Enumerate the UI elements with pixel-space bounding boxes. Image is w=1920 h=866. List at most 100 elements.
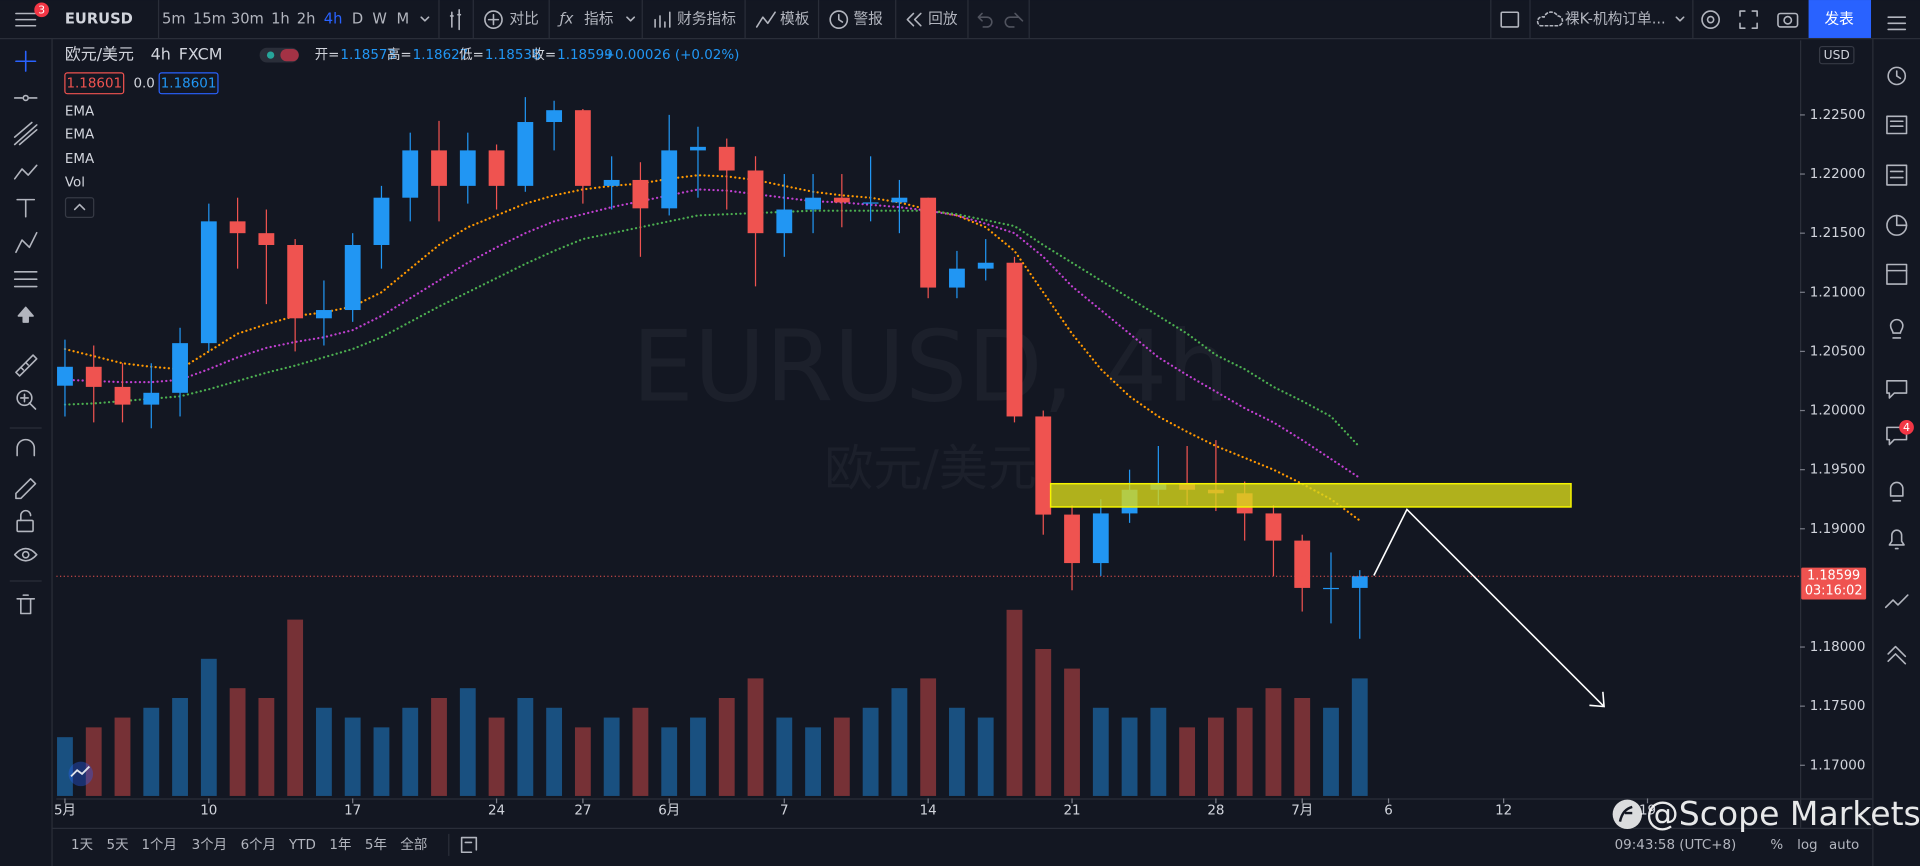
interval-button[interactable]: M	[397, 11, 410, 28]
zoom-tool[interactable]	[16, 389, 33, 407]
y-tick-label: 1.22000	[1810, 167, 1866, 182]
dropdown-icon[interactable]	[1675, 16, 1685, 22]
data-icon	[1889, 170, 1904, 179]
x-tick-label: 10	[200, 804, 217, 819]
settings-button[interactable]	[1701, 10, 1720, 29]
news-button[interactable]	[1886, 115, 1908, 135]
volume-bar	[1150, 707, 1167, 796]
visibility-tool[interactable]	[13, 547, 38, 562]
volume-bar	[1179, 727, 1196, 796]
path-drawing[interactable]	[1373, 508, 1605, 708]
interval-button[interactable]: D	[352, 11, 363, 28]
interval-button[interactable]: 15m	[193, 11, 226, 28]
interval-button[interactable]: W	[372, 11, 387, 28]
publish-label[interactable]: 发表	[1824, 11, 1854, 28]
interval-button[interactable]: 30m	[231, 11, 264, 28]
clock: 09:43:58 (UTC+8)	[1615, 838, 1737, 853]
gann-tool[interactable]	[13, 271, 38, 288]
tips-button[interactable]	[1889, 481, 1904, 502]
study-name[interactable]: EMA	[65, 152, 95, 167]
volume-bar	[316, 707, 332, 796]
watchlist-button[interactable]	[1887, 16, 1907, 31]
replay-icon	[906, 12, 922, 27]
currency-box[interactable]	[1818, 45, 1855, 65]
scale-log[interactable]: log	[1797, 838, 1818, 853]
lock-tool[interactable]	[16, 519, 34, 533]
volume-bar	[172, 697, 188, 796]
candle-body	[891, 197, 908, 203]
chart-type-icon[interactable]	[449, 9, 462, 31]
fullscreen-button[interactable]	[1739, 10, 1758, 29]
menu-button[interactable]	[15, 12, 37, 27]
ohlc-value: 1.18573	[340, 48, 396, 63]
rectangle-drawing[interactable]	[1049, 482, 1572, 508]
undo-button[interactable]	[977, 12, 993, 28]
x-tick-label: 19	[1639, 804, 1656, 819]
alerts-button[interactable]	[1887, 66, 1907, 86]
interval-button[interactable]: 1h	[271, 11, 290, 28]
range-button[interactable]: 5年	[365, 837, 387, 853]
buy-price[interactable]: 1.18601	[161, 76, 217, 91]
range-button[interactable]: 全部	[400, 836, 427, 853]
currency-label[interactable]: USD	[1824, 48, 1850, 62]
collapse-button[interactable]	[1887, 645, 1907, 665]
prediction-tool[interactable]	[15, 231, 38, 254]
crosshair-tool[interactable]	[15, 50, 37, 72]
range-button[interactable]: 1年	[329, 837, 351, 853]
x-tick-label: 17	[344, 804, 361, 819]
magnet-tool[interactable]	[16, 438, 36, 457]
ema-line	[63, 209, 1361, 449]
range-button[interactable]: YTD	[288, 838, 316, 853]
range-button[interactable]: 3个月	[192, 837, 227, 853]
dropdown-icon[interactable]	[420, 16, 430, 22]
data-button[interactable]	[1886, 164, 1908, 186]
sell-price[interactable]: 1.18601	[66, 76, 122, 91]
indicators-button[interactable]: 指标	[584, 11, 614, 28]
candle-body	[1265, 513, 1282, 541]
text-tool[interactable]	[16, 198, 36, 218]
study-name[interactable]: Vol	[65, 175, 85, 190]
last-price-label: 1.18599	[1807, 569, 1860, 584]
snapshot-button[interactable]	[1777, 12, 1799, 28]
scale-percent[interactable]: %	[1770, 838, 1783, 853]
scale-auto[interactable]: auto	[1829, 838, 1859, 853]
ruler-tool[interactable]	[15, 354, 38, 377]
sell-button[interactable]	[64, 72, 125, 95]
financials-button[interactable]: 财务指标	[677, 11, 736, 28]
notifications-button[interactable]	[1888, 529, 1905, 550]
symbol-search[interactable]: EURUSD	[65, 11, 133, 28]
interval-button[interactable]: 4h	[324, 11, 343, 28]
goto-date-button[interactable]	[460, 836, 478, 854]
interval-button[interactable]: 5m	[162, 11, 186, 28]
redo-button[interactable]	[1004, 12, 1024, 28]
alert-button[interactable]: 警报	[853, 11, 883, 28]
chat-button[interactable]	[1886, 380, 1908, 399]
replay-button[interactable]: 回放	[928, 11, 958, 28]
range-button[interactable]: 6个月	[241, 837, 276, 853]
interval-button[interactable]: 2h	[297, 11, 316, 28]
range-button[interactable]: 1天	[71, 838, 93, 853]
layout-button[interactable]	[1500, 11, 1520, 28]
ohlc-label: 高=	[387, 46, 412, 63]
trendline-tool[interactable]	[22, 94, 29, 102]
templates-button[interactable]: 模板	[780, 10, 810, 28]
delete-tool[interactable]	[16, 594, 36, 615]
market-status-dot	[266, 51, 275, 59]
dropdown-icon[interactable]	[626, 16, 636, 22]
arrow-tool[interactable]	[17, 306, 34, 323]
range-button[interactable]: 5天	[107, 838, 129, 853]
study-name[interactable]: EMA	[65, 104, 95, 119]
calendar-button[interactable]	[1886, 263, 1908, 285]
fib-tool[interactable]	[13, 121, 38, 146]
pattern-tool[interactable]	[13, 164, 38, 180]
compare-button[interactable]: 对比	[509, 11, 538, 28]
buy-button[interactable]	[158, 72, 219, 95]
draw-mode-tool[interactable]	[15, 477, 37, 500]
collapse-legend[interactable]	[64, 197, 95, 218]
layout-name[interactable]: 裸K-机构订单...	[1565, 11, 1666, 28]
ideas-button[interactable]	[1889, 318, 1904, 339]
publish-button[interactable]	[1808, 0, 1872, 38]
range-button[interactable]: 1个月	[141, 837, 176, 853]
ideas-stream-button[interactable]	[1884, 594, 1909, 609]
study-name[interactable]: EMA	[65, 128, 95, 143]
